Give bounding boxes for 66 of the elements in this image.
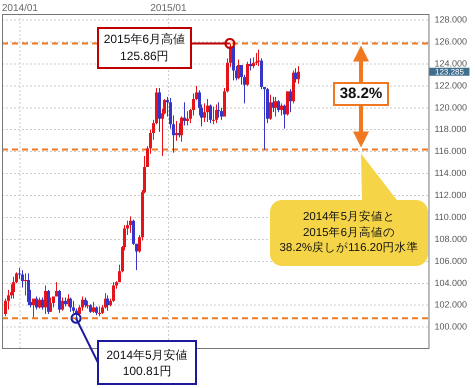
candlestick [58, 289, 61, 314]
y-tick-label: 126.000 [434, 36, 468, 46]
candlestick [69, 297, 72, 312]
annotation: 2015年6月高値 125.86円 [96, 26, 192, 68]
candlestick [106, 294, 109, 312]
candlestick [280, 102, 283, 116]
y-tick-label: 118.000 [434, 124, 466, 134]
candlestick [35, 296, 38, 310]
candlestick [61, 297, 64, 312]
candlestick [21, 270, 24, 288]
candlestick [289, 88, 292, 113]
y-tick-label: 116.000 [434, 146, 466, 156]
candlestick [27, 272, 30, 306]
candlestick [183, 102, 186, 126]
candlestick [209, 104, 212, 124]
candlestick [24, 272, 27, 296]
candlestick [286, 90, 289, 116]
candlestick [92, 301, 95, 314]
candlestick [252, 56, 255, 69]
y-tick-label: 124.000 [434, 58, 468, 68]
y-tick-label: 100.000 [434, 322, 468, 332]
candlestick [255, 52, 258, 66]
candlestick [32, 298, 35, 318]
candlestick [129, 216, 132, 234]
candlestick [297, 66, 300, 84]
y-tick-label: 108.000 [434, 234, 468, 244]
candlestick [215, 104, 218, 124]
candlestick [206, 98, 209, 123]
candlestick [203, 102, 206, 123]
candlestick [294, 68, 297, 84]
candlestick [186, 110, 189, 126]
candlestick [277, 100, 280, 113]
candlestick [44, 284, 47, 314]
candlestick [12, 276, 15, 300]
y-tick-label: 122.000 [434, 80, 468, 90]
x-tick-label: 2014/01 [2, 2, 38, 14]
candlestick [98, 306, 101, 317]
candlestick [112, 282, 115, 302]
candlestick [274, 96, 277, 118]
candlestick [269, 94, 272, 120]
y-tick-label: 120.000 [434, 102, 468, 112]
candlestick [81, 296, 84, 312]
annotation: 2014年5月安値と 2015年6月高値の 38.2%戻しが116.20円水準 [270, 200, 428, 266]
candlestick [84, 297, 87, 308]
x-tick-label: 2015/01 [150, 2, 187, 14]
candlestick [257, 49, 260, 67]
annotation: 2014年5月安値 100.81円 [97, 340, 198, 386]
y-tick-label: 106.000 [434, 256, 468, 266]
y-tick-label: 110.000 [434, 212, 466, 222]
y-tick-label: 112.000 [434, 190, 466, 200]
candlestick [49, 297, 52, 312]
candlestick [283, 104, 286, 130]
candlestick [212, 106, 215, 125]
annotation: 38.2% [333, 82, 389, 106]
y-tick-label: 102.000 [434, 300, 468, 310]
candlestick [38, 297, 41, 310]
candlestick [55, 282, 58, 297]
candlestick [175, 120, 178, 142]
candlestick [217, 102, 220, 118]
y-tick-label: 128.000 [434, 14, 468, 25]
y-tick-label: 104.000 [434, 278, 468, 288]
y-tick-label: 114.000 [434, 168, 466, 178]
candlestick [246, 61, 249, 86]
candlestick [249, 58, 252, 71]
candlestick [41, 297, 44, 310]
text: 123.285 [435, 67, 464, 76]
